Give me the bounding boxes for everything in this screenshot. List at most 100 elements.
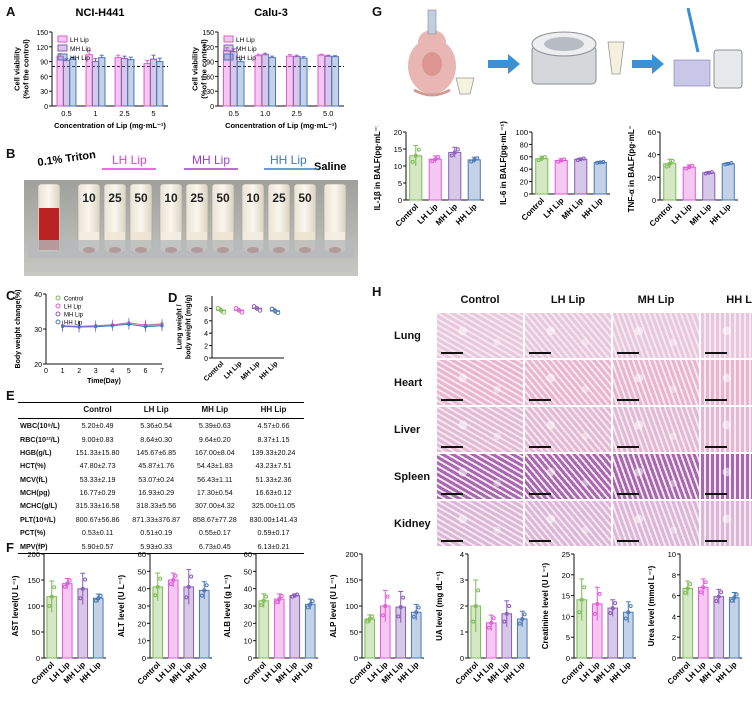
histology-image	[612, 312, 700, 359]
data-point	[410, 159, 415, 164]
legend-label: MH Lip	[70, 46, 91, 53]
histology-grid	[386, 312, 752, 550]
table-cell: 8.64±0.30	[140, 434, 173, 444]
data-point	[160, 324, 164, 328]
y-tick-label: 0	[672, 654, 676, 663]
table-cell: 0.53±0.11	[81, 528, 114, 538]
histology-image	[700, 453, 752, 500]
y-tick-label: 20	[562, 571, 570, 580]
arrow-icon-2	[632, 54, 664, 74]
centrifuge-illustration	[531, 31, 597, 85]
data-point	[189, 574, 194, 579]
x-tick-label: Control	[394, 202, 420, 228]
bar	[697, 586, 709, 659]
legend-label: LH Lip	[236, 37, 255, 44]
data-point	[504, 611, 509, 616]
data-point	[628, 604, 633, 608]
chart-body-weight: 20 30 40 Body weight change(%) 0 1 2 3 4 5 6 7 Time(…	[15, 290, 164, 385]
x-tick-label: 1.0	[260, 109, 270, 118]
y-tick-label: 60	[648, 128, 656, 137]
y-tick-label: 60	[206, 74, 214, 81]
data-point	[714, 599, 719, 604]
table-cell: 5.39±0.63	[198, 421, 231, 431]
row-label: WBC(10⁹/L)	[20, 421, 60, 431]
concentration-label: 10	[164, 191, 178, 205]
y-tick-label: 8	[672, 571, 676, 580]
data-point	[507, 604, 512, 608]
table-cell: 315.33±16.58	[75, 501, 120, 511]
bar	[448, 151, 462, 201]
y-tick-label: 6	[204, 319, 208, 326]
panel-label-h: H	[372, 284, 382, 299]
y-tick-label: 15	[394, 145, 402, 154]
row-label: MPV(fP)	[18, 539, 70, 554]
table-header: HH Lip	[242, 402, 304, 419]
data-point	[78, 596, 83, 601]
x-tick-label: Control	[203, 360, 226, 383]
y-tick-label: 20	[244, 619, 252, 628]
y-tick-label: 2	[460, 602, 464, 611]
y-tick-label: 30	[138, 602, 146, 611]
histology-image	[612, 406, 700, 453]
panel-label-e: E	[6, 388, 15, 403]
row-label: RBC(10¹²/L)	[20, 434, 60, 444]
data-point	[610, 606, 615, 611]
y-tick-label: 0	[460, 654, 464, 663]
scale-bar	[705, 446, 727, 448]
table-cell: 5.93±0.33	[125, 539, 187, 554]
y-tick-label: 1	[460, 628, 464, 637]
data-point	[259, 602, 264, 607]
row-label: MCHC(g/L)	[20, 501, 58, 511]
data-point	[98, 593, 103, 598]
data-point	[254, 306, 260, 311]
y-tick-label: 60	[520, 153, 528, 162]
tube-liquid	[39, 208, 59, 250]
histology-image	[700, 312, 752, 359]
y-tick-label: 0	[142, 654, 146, 663]
data-point	[65, 581, 70, 586]
row-label: HGB(g/L)	[20, 447, 52, 457]
table-row: PCT(%) 0.53±0.11 0.51±0.19 0.55±0.17 0.59±0.…	[18, 526, 304, 539]
data-point	[729, 598, 734, 603]
data-point	[475, 156, 480, 161]
data-point	[411, 614, 416, 619]
bar	[258, 600, 270, 659]
chart-nci-h441: NCI-H441 0 30 60 90 120 150 Cell viability(%of …	[13, 7, 168, 130]
legend-label: MH Lip	[236, 46, 257, 53]
y-tick-label: 50	[350, 628, 358, 637]
data-point	[173, 573, 178, 578]
bar	[299, 57, 308, 107]
legend-swatch	[223, 44, 234, 52]
bar	[143, 63, 151, 107]
y-tick-label: 0	[44, 104, 48, 111]
y-tick-label: 0	[204, 356, 208, 363]
table-cell: 800.67±56.86	[75, 514, 120, 524]
concentration-label: 50	[134, 191, 148, 205]
data-point	[581, 156, 586, 161]
data-point	[701, 585, 706, 590]
data-point	[310, 599, 315, 604]
table-header: MH Lip	[186, 402, 243, 419]
y-tick-label: 60	[138, 550, 146, 559]
x-tick-label: 1	[61, 368, 65, 375]
y-tick-label: 8	[204, 306, 208, 313]
table-cell: 5.36±0.54	[140, 421, 173, 431]
chart-calu-3: Calu-3 0 30 60 90 120 150 Cell viability(%of th…	[191, 7, 344, 130]
y-tick-label: 50	[32, 628, 40, 637]
data-point	[60, 324, 65, 329]
table-cell: 0.51±0.19	[140, 528, 173, 538]
x-tick-label: 5	[151, 109, 155, 118]
data-point	[471, 619, 476, 624]
y-axis-label: ALT level (U L⁻¹)	[117, 575, 126, 638]
data-point	[158, 576, 163, 581]
legend-swatch	[57, 44, 68, 52]
data-point	[562, 157, 567, 162]
y-tick-label: 30	[34, 327, 42, 334]
table-row: RBC(10¹²/L) 9.00±0.83 8.64±0.30 9.64±0.20 8.…	[18, 432, 304, 445]
concentration-label: 25	[108, 191, 122, 205]
y-axis-label: UA level (mg dL⁻¹)	[435, 571, 444, 641]
y-axis-label: Urea level (mmol L⁻¹)	[647, 565, 656, 646]
data-point	[436, 155, 441, 160]
bar	[236, 61, 245, 107]
